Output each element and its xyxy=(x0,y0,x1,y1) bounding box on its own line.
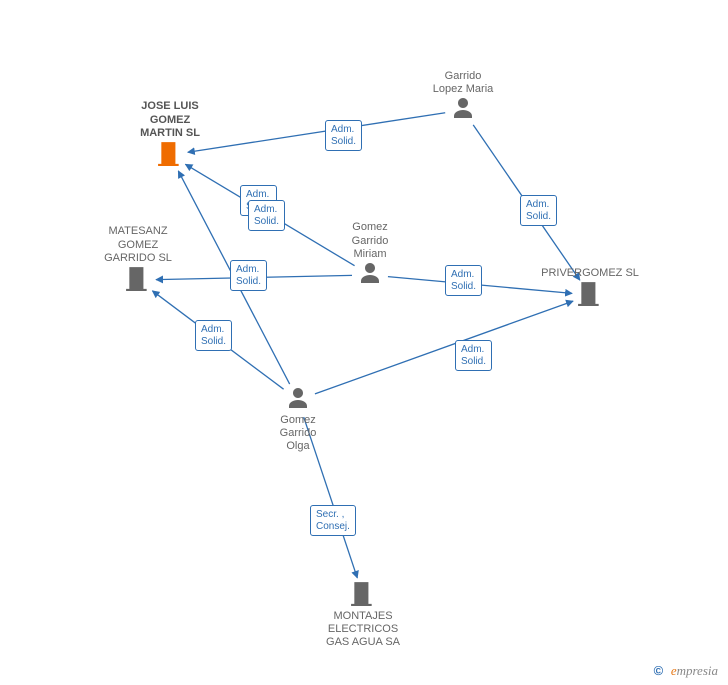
edge-label-e9: Secr. ,Consej. xyxy=(310,505,356,536)
node-label-line: Garrido xyxy=(280,427,317,440)
node-privergomez[interactable]: PRIVERGOMEZ SL xyxy=(541,267,639,310)
node-label-line: Olga xyxy=(280,440,317,453)
edge-label-line: Adm. xyxy=(526,199,551,211)
person-icon xyxy=(286,386,310,414)
person-icon xyxy=(451,96,475,124)
node-montajes[interactable]: MONTAJESELECTRICOSGAS AGUA SA xyxy=(326,580,400,650)
footer-credit: © empresia xyxy=(654,663,718,679)
edge-label-line: Adm. xyxy=(451,269,476,281)
edge-label-line: Adm. xyxy=(246,189,271,201)
node-label-line: Garrido xyxy=(352,235,389,248)
node-label: MONTAJESELECTRICOSGAS AGUA SA xyxy=(326,610,400,650)
edge-label-line: Secr. , xyxy=(316,509,350,521)
node-label-line: ELECTRICOS xyxy=(326,623,400,636)
node-label: JOSE LUISGOMEZMARTIN SL xyxy=(140,100,200,140)
edge-label-e6: Adm.Solid. xyxy=(248,200,285,231)
edge-label-line: Solid. xyxy=(331,136,356,148)
edge-label-line: Solid. xyxy=(451,281,476,293)
node-label-line: GARRIDO SL xyxy=(104,252,172,265)
node-label-line: Garrido xyxy=(433,70,494,83)
node-label: GarridoLopez Maria xyxy=(433,70,494,96)
node-label-line: GOMEZ xyxy=(140,114,200,127)
edge-label-e1: Adm.Solid. xyxy=(325,120,362,151)
node-gomez_miriam[interactable]: GomezGarridoMiriam xyxy=(352,221,389,289)
node-label-line: GAS AGUA SA xyxy=(326,636,400,649)
node-label-line: Gomez xyxy=(352,221,389,234)
edge-label-line: Solid. xyxy=(461,356,486,368)
node-label: GomezGarridoOlga xyxy=(280,414,317,454)
node-garrido_maria[interactable]: GarridoLopez Maria xyxy=(433,70,494,125)
edge-label-e2: Adm.Solid. xyxy=(520,195,557,226)
edge-label-line: Adm. xyxy=(331,124,356,136)
building-icon xyxy=(157,140,183,170)
brand-rest: mpresia xyxy=(677,663,718,678)
node-label: PRIVERGOMEZ SL xyxy=(541,267,639,280)
edge-label-line: Solid. xyxy=(201,336,226,348)
edge-label-line: Solid. xyxy=(236,276,261,288)
building-icon xyxy=(350,580,376,610)
node-label: MATESANZGOMEZGARRIDO SL xyxy=(104,225,172,265)
node-label-line: Lopez Maria xyxy=(433,83,494,96)
edge-label-line: Adm. xyxy=(461,344,486,356)
edge-label-line: Adm. xyxy=(254,204,279,216)
edge-e1 xyxy=(188,113,445,153)
edge-label-e5: Adm.Solid. xyxy=(445,265,482,296)
edge-label-e7: Adm.Solid. xyxy=(195,320,232,351)
edge-e8 xyxy=(315,301,573,394)
copyright-symbol: © xyxy=(654,663,664,678)
node-label-line: PRIVERGOMEZ SL xyxy=(541,267,639,280)
edge-label-line: Consej. xyxy=(316,521,350,533)
edge-label-line: Solid. xyxy=(254,216,279,228)
node-label-line: GOMEZ xyxy=(104,239,172,252)
node-label-line: Gomez xyxy=(280,414,317,427)
node-label-line: MARTIN SL xyxy=(140,127,200,140)
building-icon xyxy=(125,265,151,295)
edge-label-line: Adm. xyxy=(201,324,226,336)
node-label-line: MATESANZ xyxy=(104,225,172,238)
edge-label-line: Adm. xyxy=(236,264,261,276)
node-label: GomezGarridoMiriam xyxy=(352,221,389,261)
node-jose_luis[interactable]: JOSE LUISGOMEZMARTIN SL xyxy=(140,100,200,170)
edge-label-line: Solid. xyxy=(526,211,551,223)
person-icon xyxy=(358,261,382,289)
edge-label-e8: Adm.Solid. xyxy=(455,340,492,371)
node-gomez_olga[interactable]: GomezGarridoOlga xyxy=(280,386,317,454)
edge-label-e4: Adm.Solid. xyxy=(230,260,267,291)
node-matesanz[interactable]: MATESANZGOMEZGARRIDO SL xyxy=(104,225,172,295)
building-icon xyxy=(577,280,603,310)
node-label-line: JOSE LUIS xyxy=(140,100,200,113)
node-label-line: Miriam xyxy=(352,248,389,261)
node-label-line: MONTAJES xyxy=(326,610,400,623)
